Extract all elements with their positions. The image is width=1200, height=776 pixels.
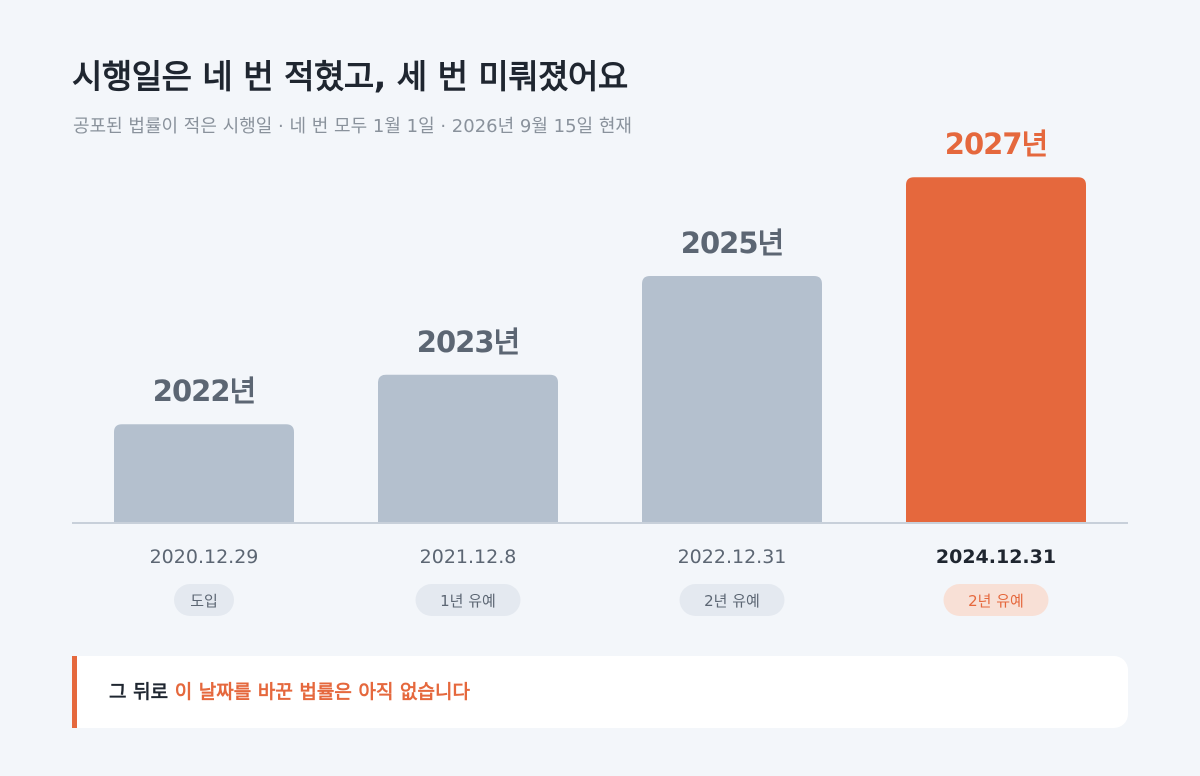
badge-label-3: 2년 유예 — [704, 592, 760, 610]
category-label-2: 2021.12.8 — [420, 546, 517, 568]
badge-label-4: 2년 유예 — [968, 592, 1024, 610]
badge-4 — [943, 584, 1049, 616]
category-label-4: 2024.12.31 — [936, 546, 1056, 568]
bar-value-label-2: 2023년 — [417, 325, 519, 359]
bar-2 — [378, 374, 558, 523]
chart-subtitle: 공포된 법률이 적은 시행일 · 네 번 모두 1월 1일 · 2026년 9월… — [73, 116, 632, 137]
category-label-3: 2022.12.31 — [678, 546, 787, 568]
footnote-highlight: 이 날짜를 바꾼 법률은 아직 없습니다 — [174, 681, 470, 703]
bar-4 — [906, 177, 1086, 523]
footnote-prefix: 그 뒤로 — [109, 681, 169, 703]
chart-title: 시행일은 네 번 적혔고, 세 번 미뤄졌어요 — [72, 57, 628, 96]
category-label-1: 2020.12.29 — [150, 546, 259, 568]
bar-value-label-3: 2025년 — [681, 226, 783, 260]
badge-label-1: 도입 — [190, 592, 218, 610]
bar-value-label-4: 2027년 — [945, 127, 1047, 161]
badge-2 — [415, 584, 521, 616]
bar-3 — [642, 276, 822, 523]
footnote-text: 그 뒤로 이 날짜를 바꾼 법률은 아직 없습니다 — [109, 656, 470, 728]
bar-1 — [114, 424, 294, 523]
badge-1 — [174, 584, 234, 616]
badge-label-2: 1년 유예 — [440, 592, 496, 610]
footnote-callout: 그 뒤로 이 날짜를 바꾼 법률은 아직 없습니다 — [72, 656, 1128, 728]
bar-chart: 2022년 2020.12.29 도입 2023년 2021.12.8 1년 유예 2025… — [72, 127, 1128, 616]
badge-3 — [679, 584, 785, 616]
bar-value-label-1: 2022년 — [153, 374, 255, 408]
